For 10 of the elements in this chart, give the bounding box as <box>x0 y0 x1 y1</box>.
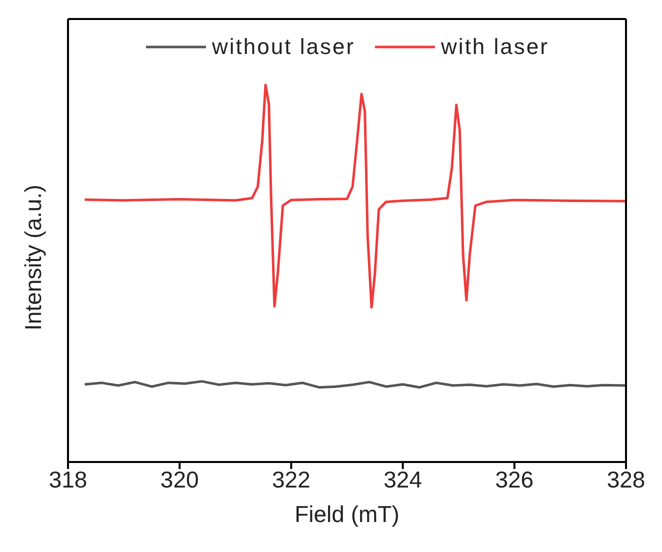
x-tick-label: 324 <box>384 466 422 492</box>
x-tick-label: 328 <box>606 466 646 492</box>
x-tick-label: 326 <box>495 466 534 492</box>
x-axis-title: Field (mT) <box>294 501 400 527</box>
legend-label: with laser <box>440 34 549 60</box>
y-axis-title: Intensity (a.u.) <box>20 184 46 330</box>
legend-label: without laser <box>211 34 356 60</box>
x-tick-label: 318 <box>48 466 88 492</box>
x-tick-label: 320 <box>160 466 199 492</box>
x-tick-label: 322 <box>272 466 310 492</box>
